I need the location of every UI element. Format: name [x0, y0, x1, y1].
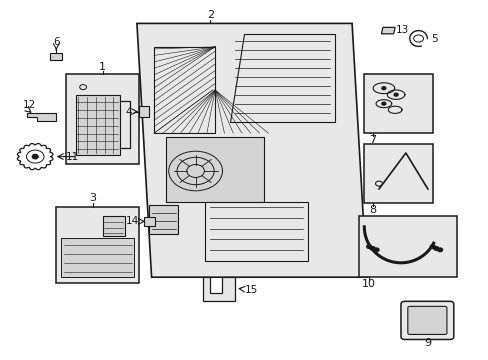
Bar: [56, 207, 139, 283]
Bar: [66, 74, 139, 164]
Polygon shape: [149, 205, 178, 234]
Text: 9: 9: [423, 338, 430, 348]
FancyBboxPatch shape: [400, 301, 453, 339]
Text: 3: 3: [89, 193, 96, 203]
Polygon shape: [166, 137, 264, 202]
Text: 8: 8: [368, 205, 375, 215]
Polygon shape: [229, 34, 334, 122]
Circle shape: [437, 248, 442, 252]
Polygon shape: [144, 217, 155, 226]
Circle shape: [429, 245, 434, 248]
Bar: [364, 144, 432, 203]
Polygon shape: [61, 238, 134, 277]
Polygon shape: [137, 23, 366, 277]
Polygon shape: [203, 277, 234, 301]
Circle shape: [433, 247, 438, 250]
Polygon shape: [139, 106, 149, 117]
Polygon shape: [205, 202, 307, 261]
Bar: [102, 216, 124, 236]
Bar: [364, 74, 432, 133]
Text: 11: 11: [66, 152, 79, 162]
Circle shape: [32, 154, 38, 159]
Text: 5: 5: [430, 33, 437, 44]
Text: 15: 15: [244, 285, 257, 295]
Text: 12: 12: [22, 100, 36, 110]
Text: 2: 2: [206, 10, 213, 20]
FancyBboxPatch shape: [407, 306, 446, 334]
Text: 7: 7: [368, 135, 375, 145]
Bar: [76, 95, 120, 155]
Circle shape: [366, 245, 371, 248]
Text: 10: 10: [362, 279, 375, 289]
Circle shape: [393, 93, 397, 96]
Bar: [66, 257, 98, 272]
Bar: [102, 257, 129, 272]
Text: 1: 1: [99, 62, 106, 72]
Bar: [359, 216, 456, 277]
Polygon shape: [381, 27, 394, 34]
Circle shape: [373, 248, 378, 252]
Circle shape: [381, 102, 385, 105]
Text: 6: 6: [53, 37, 60, 47]
Polygon shape: [27, 113, 56, 121]
Bar: [50, 53, 62, 60]
Circle shape: [381, 87, 385, 90]
Text: 14: 14: [126, 216, 139, 226]
Text: 4: 4: [125, 107, 132, 117]
Circle shape: [369, 247, 374, 250]
Text: 13: 13: [395, 25, 408, 35]
Bar: [154, 47, 215, 133]
